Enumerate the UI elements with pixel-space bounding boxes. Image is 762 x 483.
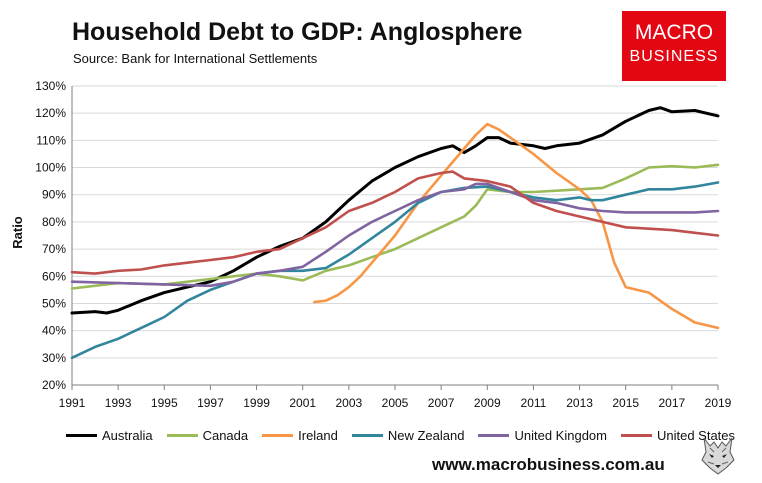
- x-tick-label: 2017: [659, 396, 686, 410]
- y-tick-label: 40%: [42, 324, 66, 338]
- series-line-ireland: [313, 122, 720, 330]
- legend-item-ireland: Ireland: [262, 428, 338, 443]
- chart-legend: Australia Canada Ireland New Zealand United …: [66, 428, 749, 443]
- chart-title: Household Debt to GDP: Anglosphere: [72, 18, 523, 46]
- legend-label: United Kingdom: [514, 428, 607, 443]
- x-tick-label: 1997: [197, 396, 224, 410]
- website-url: www.macrobusiness.com.au: [432, 455, 665, 474]
- logo-line2: BUSINESS: [629, 48, 719, 65]
- y-tick-label: 70%: [42, 242, 66, 256]
- x-tick-label: 2003: [336, 396, 363, 410]
- legend-label: United States: [656, 428, 736, 443]
- legend-label: Ireland: [298, 428, 338, 443]
- y-tick-label: 60%: [42, 269, 66, 283]
- series-line-australia: [70, 106, 720, 315]
- y-tick-label: 110%: [36, 133, 66, 147]
- y-tick-label: 30%: [42, 351, 66, 365]
- legend-swatch: [478, 434, 510, 437]
- series-line-united-kingdom: [70, 182, 720, 288]
- x-tick-label: 1993: [105, 396, 132, 410]
- legend-swatch: [262, 434, 294, 437]
- x-tick-label: 2019: [705, 396, 732, 410]
- x-tick-label: 1999: [243, 396, 270, 410]
- legend-item-australia: Australia: [66, 428, 153, 443]
- legend-swatch: [166, 434, 198, 437]
- x-tick-label: 2015: [612, 396, 639, 410]
- y-tick-label: 50%: [42, 296, 66, 310]
- brand-logo: MACRO BUSINESS: [622, 11, 726, 81]
- logo-line1: MACRO: [634, 21, 714, 44]
- x-tick-label: 2007: [428, 396, 455, 410]
- series-line-new-zealand: [70, 181, 720, 360]
- legend-item-united-kingdom: United Kingdom: [478, 428, 607, 443]
- legend-item-canada: Canada: [166, 428, 249, 443]
- y-tick-label: 80%: [42, 215, 66, 229]
- x-tick-label: 2001: [289, 396, 316, 410]
- y-tick-label: 20%: [42, 378, 66, 392]
- legend-label: Australia: [102, 428, 153, 443]
- x-tick-label: 1991: [59, 396, 86, 410]
- chart-source: Source: Bank for International Settlemen…: [73, 51, 318, 66]
- y-tick-label: 100%: [35, 161, 66, 175]
- legend-swatch: [66, 434, 97, 437]
- x-tick-label: 2011: [521, 396, 547, 410]
- legend-label: New Zealand: [387, 428, 465, 443]
- x-tick-label: 2005: [382, 396, 409, 410]
- x-tick-label: 2009: [474, 396, 501, 410]
- y-tick-label: 90%: [42, 188, 66, 202]
- x-tick-label: 2013: [566, 396, 593, 410]
- y-tick-label: 120%: [35, 106, 66, 120]
- legend-label: Canada: [202, 428, 249, 443]
- legend-item-united-states: United States: [620, 428, 736, 443]
- legend-swatch: [620, 434, 652, 437]
- x-tick-label: 1995: [151, 396, 178, 410]
- wolf-mascot-icon: [701, 437, 735, 475]
- series-line-united-states: [70, 170, 720, 275]
- y-tick-label: 130%: [35, 79, 66, 93]
- legend-item-new-zealand: New Zealand: [351, 428, 465, 443]
- legend-swatch: [351, 434, 383, 437]
